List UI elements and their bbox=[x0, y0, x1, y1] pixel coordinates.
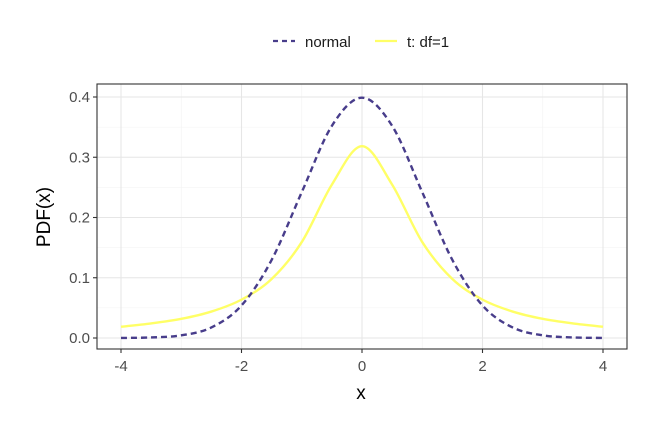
legend-label-t-df1: t: df=1 bbox=[407, 34, 449, 51]
x-tick-label: -4 bbox=[114, 358, 127, 375]
series-line-normal bbox=[120, 96, 604, 340]
legend-label-normal: normal bbox=[305, 34, 351, 51]
x-tick-label: -2 bbox=[235, 358, 248, 375]
series-line-t-df-1 bbox=[120, 145, 604, 328]
y-axis-title: PDF(x) bbox=[34, 187, 55, 247]
axis-ticks: -4 -2 0 2 4 0.0 0.1 0.2 0.3 0.4 bbox=[69, 89, 607, 375]
grid bbox=[97, 84, 627, 349]
y-tick-label: 0.0 bbox=[69, 330, 90, 347]
legend-item-normal: normal bbox=[273, 34, 351, 51]
legend-item-t-df1: t: df=1 bbox=[375, 34, 449, 51]
y-tick-label: 0.3 bbox=[69, 149, 90, 166]
x-tick-label: 0 bbox=[358, 358, 366, 375]
y-tick-label: 0.4 bbox=[69, 89, 90, 106]
y-tick-label: 0.1 bbox=[69, 270, 90, 287]
x-tick-label: 4 bbox=[599, 358, 607, 375]
x-tick-label: 2 bbox=[478, 358, 486, 375]
x-axis-title: x bbox=[356, 383, 366, 404]
legend: normal t: df=1 bbox=[273, 34, 449, 51]
y-tick-label: 0.2 bbox=[69, 210, 90, 227]
series-layer bbox=[120, 96, 604, 340]
